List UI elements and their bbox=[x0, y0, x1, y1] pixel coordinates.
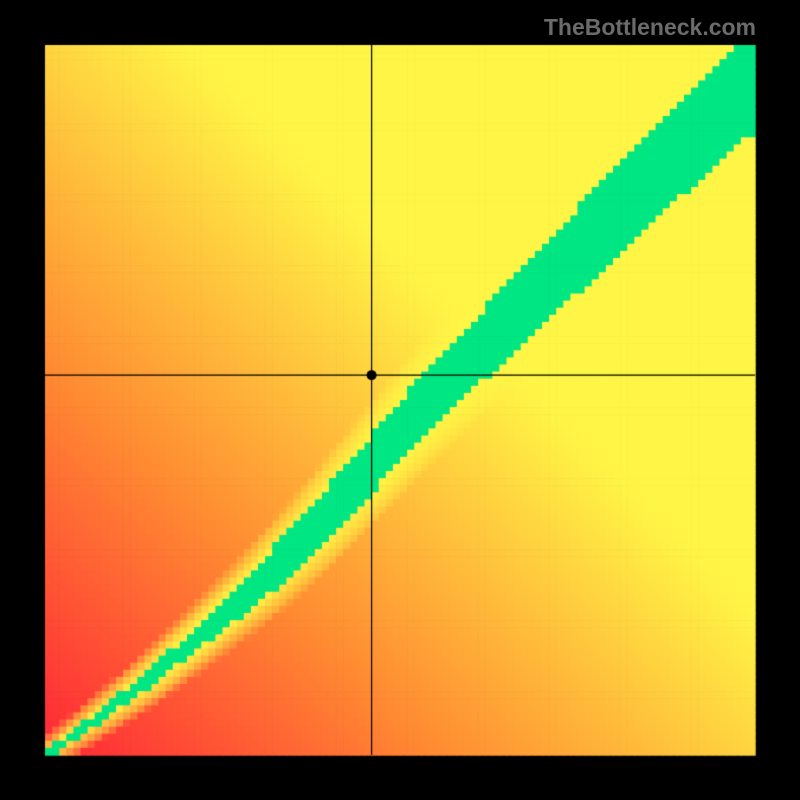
watermark-text: TheBottleneck.com bbox=[544, 14, 756, 41]
chart-container: TheBottleneck.com bbox=[0, 0, 800, 800]
heatmap-canvas bbox=[0, 0, 800, 800]
